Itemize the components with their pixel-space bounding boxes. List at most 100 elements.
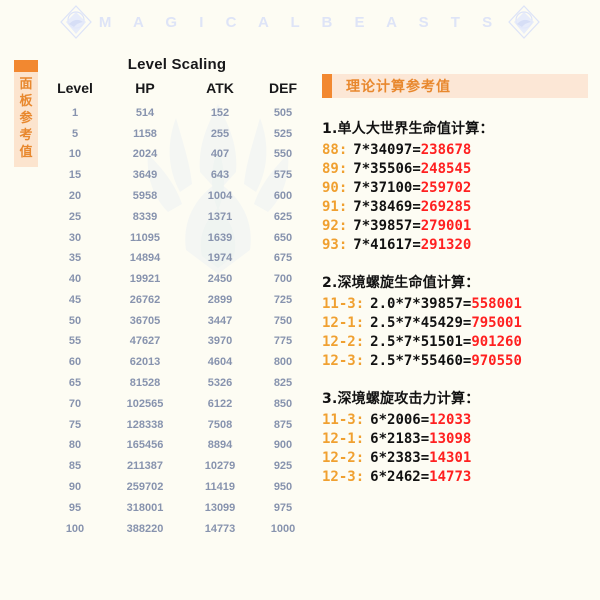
cell-hp: 62013 <box>129 356 161 369</box>
cell-def: 725 <box>273 293 293 306</box>
table-row: 100 388220 14773 1000 <box>44 519 310 540</box>
cell-atk: 8894 <box>207 439 233 452</box>
calculation-row-result: 238678 <box>420 142 472 158</box>
cell-hp: 388220 <box>126 522 164 535</box>
calculation-row-equals: = <box>420 450 430 466</box>
theory-calculation-panel: 理论计算参考值 1.单人大世界生命值计算： 88:7*34097 = 238678 89… <box>322 74 588 487</box>
calculation-row-separator: : <box>338 218 348 234</box>
panel-accent-bar <box>322 74 332 98</box>
calculation-row-separator: : <box>338 199 348 215</box>
calculation-row-separator: : <box>355 469 365 485</box>
calculation-row-equals: = <box>462 334 472 350</box>
cell-atk: 13099 <box>204 501 236 514</box>
cell-atk: 5326 <box>207 377 233 390</box>
calculation-row-result: 291320 <box>420 237 472 253</box>
calculation-row-label: 11-3 <box>322 296 356 312</box>
calculation-row-expression: 6*2383 <box>370 450 421 466</box>
cell-atk: 4604 <box>207 356 233 369</box>
calculation-row: 89:7*35506 = 248545 <box>322 160 588 179</box>
cell-level: 40 <box>68 273 82 286</box>
calculation-section: 2.深境螺旋生命值计算： 11-3:2.0*7*39857 = 558001 12-1:… <box>322 272 588 371</box>
cell-atk: 1004 <box>207 190 233 203</box>
cell-level: 100 <box>65 522 85 535</box>
side-tab-char: 板 <box>19 94 33 109</box>
cell-level: 15 <box>68 169 82 182</box>
cell-def: 550 <box>273 148 293 161</box>
calculation-row-result: 269285 <box>420 199 472 215</box>
side-tab-char: 考 <box>19 128 33 143</box>
cell-level: 25 <box>68 210 82 223</box>
cell-atk: 152 <box>210 106 230 119</box>
calculation-section: 1.单人大世界生命值计算： 88:7*34097 = 238678 89:7*35506… <box>322 118 588 255</box>
diamond-emblem-icon <box>501 2 547 42</box>
calculation-row-separator: : <box>355 412 365 428</box>
side-tab-body: 面 板 参 考 值 <box>14 72 38 167</box>
calculation-row-equals: = <box>412 142 421 158</box>
cell-def: 900 <box>273 439 293 452</box>
cell-def: 775 <box>273 335 293 348</box>
cell-atk: 7508 <box>207 418 233 431</box>
calculation-row-label: 12-3 <box>322 469 356 485</box>
calculation-row-separator: : <box>338 237 348 253</box>
calculation-row-label: 12-2 <box>322 334 356 350</box>
calculation-row-equals: = <box>412 199 421 215</box>
side-tab-panel-reference[interactable]: 面 板 参 考 值 <box>14 60 38 167</box>
cell-def: 505 <box>273 106 293 119</box>
calculation-row-equals: = <box>412 180 421 196</box>
cell-level: 60 <box>68 356 82 369</box>
calculation-row-result: 259702 <box>420 180 472 196</box>
calculation-row-equals: = <box>412 218 421 234</box>
cell-hp: 2024 <box>132 148 158 161</box>
cell-hp: 47627 <box>129 335 161 348</box>
cell-atk: 643 <box>210 169 230 182</box>
calculation-row-expression: 7*41617 <box>353 237 413 253</box>
table-row: 80 165456 8894 900 <box>44 436 310 457</box>
page-banner: M A G I C A L B E A S T S <box>0 0 600 44</box>
cell-hp: 8339 <box>132 210 158 223</box>
cell-hp: 5958 <box>132 190 158 203</box>
calculation-sections: 1.单人大世界生命值计算： 88:7*34097 = 238678 89:7*35506… <box>322 118 588 487</box>
calculation-row-label: 12-3 <box>322 353 356 369</box>
calculation-row-label: 11-3 <box>322 412 356 428</box>
calculation-row: 12-1:6*2183 = 13098 <box>322 430 588 449</box>
cell-hp: 36705 <box>129 314 161 327</box>
calculation-row-expression: 6*2183 <box>370 431 421 447</box>
calculation-section-heading: 3.深境螺旋攻击力计算： <box>322 391 480 407</box>
calculation-row-result: 558001 <box>471 296 522 312</box>
cell-hp: 318001 <box>126 501 164 514</box>
table-row: 25 8339 1371 625 <box>44 207 310 228</box>
calculation-section: 3.深境螺旋攻击力计算： 11-3:6*2006 = 12033 12-1:6*2183… <box>322 388 588 487</box>
table-row: 60 62013 4604 800 <box>44 352 310 373</box>
table-row: 90 259702 11419 950 <box>44 477 310 498</box>
cell-def: 650 <box>273 231 293 244</box>
cell-hp: 3649 <box>132 169 158 182</box>
table-row: 45 26762 2899 725 <box>44 290 310 311</box>
calculation-row: 11-3:2.0*7*39857 = 558001 <box>322 295 588 314</box>
table-row: 15 3649 643 575 <box>44 165 310 186</box>
cell-atk: 10279 <box>204 460 236 473</box>
cell-level: 65 <box>68 377 82 390</box>
cell-atk: 11419 <box>205 480 235 493</box>
calculation-row-equals: = <box>420 431 430 447</box>
table-header-row: Level HP ATK DEF <box>44 80 310 103</box>
table-row: 30 11095 1639 650 <box>44 228 310 249</box>
calculation-row-label: 89 <box>322 161 339 177</box>
table-row: 40 19921 2450 700 <box>44 269 310 290</box>
calculation-row-expression: 7*38469 <box>353 199 413 215</box>
column-header-def: DEF <box>269 80 297 96</box>
calculation-row: 88:7*34097 = 238678 <box>322 141 588 160</box>
side-tab-char: 值 <box>19 145 33 160</box>
cell-hp: 81528 <box>129 377 161 390</box>
cell-hp: 19921 <box>129 273 161 286</box>
table-row: 10 2024 407 550 <box>44 145 310 166</box>
cell-def: 525 <box>273 127 293 140</box>
table-row: 65 81528 5326 825 <box>44 373 310 394</box>
calculation-row-expression: 2.5*7*45429 <box>370 315 463 331</box>
calculation-row: 90:7*37100 = 259702 <box>322 179 588 198</box>
cell-level: 20 <box>68 190 82 203</box>
cell-def: 1000 <box>270 522 296 535</box>
calculation-row-equals: = <box>420 469 430 485</box>
calculation-row-result: 14773 <box>429 469 472 485</box>
table-row: 5 1158 255 525 <box>44 124 310 145</box>
calculation-row-result: 795001 <box>471 315 522 331</box>
